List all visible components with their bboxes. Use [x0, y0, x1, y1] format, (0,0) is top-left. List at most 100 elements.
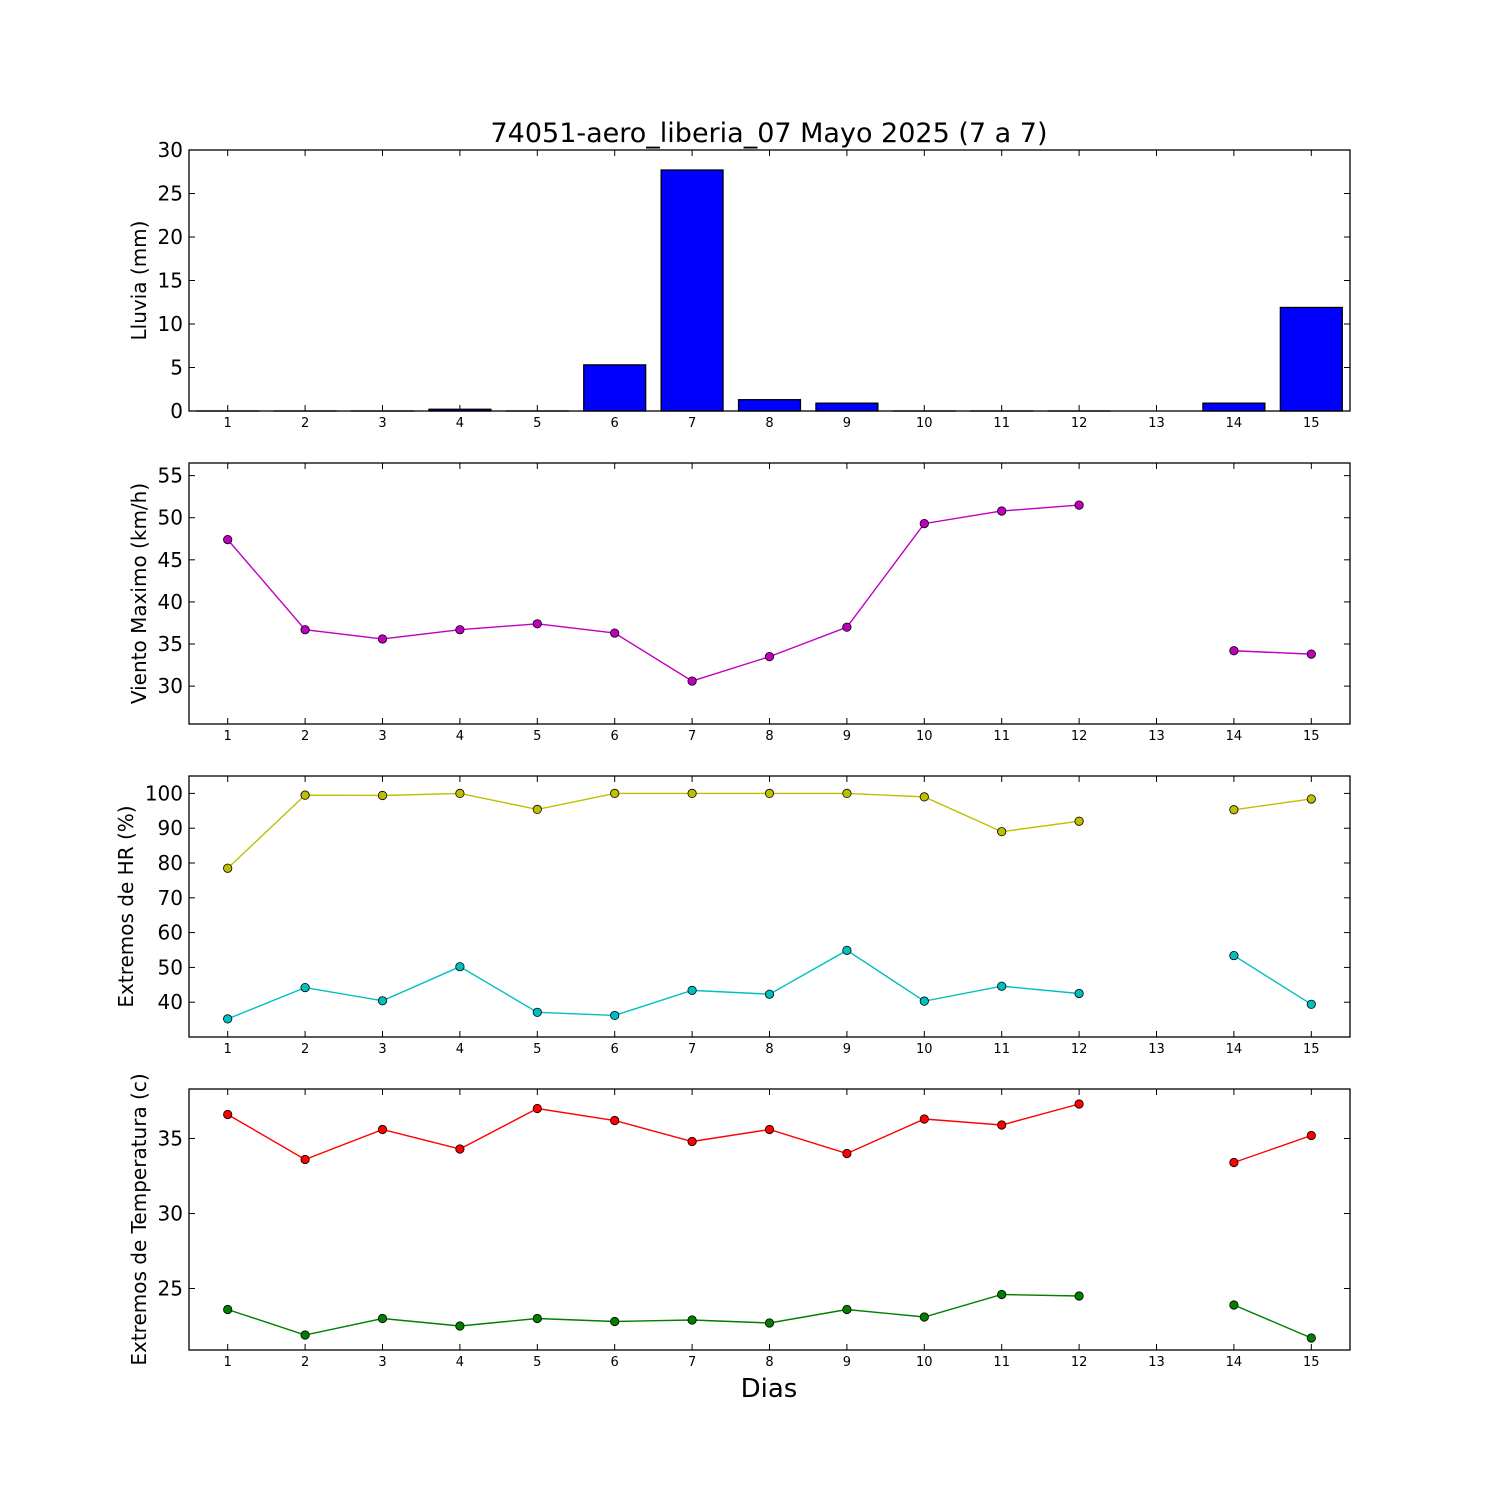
data-point	[300, 982, 310, 993]
data-point	[842, 1148, 852, 1159]
x-tick-label: 11	[993, 1042, 1010, 1057]
x-tick-label: 3	[378, 729, 386, 744]
x-tick-label: 1	[224, 1042, 232, 1057]
data-point	[687, 788, 697, 799]
data-point	[223, 535, 233, 545]
x-tick-label: 3	[378, 416, 386, 431]
x-tick-label: 4	[456, 416, 464, 431]
data-point	[1229, 1300, 1239, 1310]
data-point	[610, 1115, 620, 1126]
data-point	[1306, 649, 1316, 659]
x-tick-label: 1	[224, 729, 232, 744]
x-tick-label: 15	[1303, 1355, 1320, 1370]
x-tick-label: 11	[993, 416, 1010, 431]
data-point	[1306, 1130, 1316, 1141]
y-tick-label: 25	[158, 182, 183, 206]
x-tick-label: 7	[688, 1355, 696, 1370]
y-tick-label: 45	[158, 548, 183, 572]
data-point	[842, 788, 852, 799]
y-tick-label: 30	[158, 674, 183, 698]
y-tick-label: 0	[170, 399, 183, 423]
data-point	[997, 1289, 1007, 1300]
data-point	[764, 652, 775, 662]
y-tick-label: 80	[158, 851, 183, 875]
data-point	[919, 519, 929, 529]
x-tick-label: 10	[916, 1355, 933, 1370]
x-tick-label: 14	[1226, 1042, 1243, 1057]
y-tick-label: 20	[158, 225, 183, 249]
bar	[737, 399, 802, 412]
data-point	[1306, 999, 1316, 1009]
series-line	[227, 1293, 1080, 1336]
x-tick-label: 11	[993, 729, 1010, 744]
data-point	[223, 1014, 233, 1024]
data-point	[223, 863, 233, 873]
data-point	[919, 1312, 929, 1322]
data-point	[764, 1124, 775, 1135]
series-line	[227, 949, 1080, 1020]
y-tick-label: 100	[145, 781, 183, 805]
x-tick-label: 10	[916, 729, 933, 744]
data-point	[1306, 1333, 1316, 1343]
y-tick-label: 35	[158, 1127, 183, 1151]
bar	[1279, 306, 1343, 412]
x-tick-label: 13	[1148, 416, 1165, 431]
x-tick-label: 5	[533, 1042, 541, 1057]
x-tick-label: 8	[765, 416, 773, 431]
bar	[1202, 402, 1266, 412]
axes-frame	[188, 1088, 1351, 1351]
data-point	[377, 790, 388, 801]
data-point	[1074, 1099, 1084, 1109]
y-tick-label: 55	[158, 464, 183, 488]
y-tick-label: 90	[158, 816, 183, 840]
series-line	[227, 792, 1080, 869]
data-point	[997, 1120, 1007, 1130]
x-tick-label: 13	[1148, 1042, 1165, 1057]
data-point	[764, 1318, 775, 1328]
series-line	[227, 1103, 1080, 1161]
x-tick-label: 7	[688, 729, 696, 744]
x-tick-label: 4	[456, 1355, 464, 1370]
data-point	[610, 1010, 620, 1021]
x-tick-label: 9	[843, 1355, 851, 1370]
data-point	[1229, 646, 1239, 656]
data-point	[377, 634, 388, 644]
chart-title: 74051-aero_liberia_07 Mayo 2025 (7 a 7)	[490, 118, 1047, 149]
x-tick-label: 6	[611, 729, 619, 744]
x-tick-label: 12	[1071, 729, 1088, 744]
series-line	[1233, 1304, 1312, 1339]
x-tick-label: 6	[611, 1355, 619, 1370]
x-axis-label: Dias	[741, 1374, 798, 1404]
x-tick-label: 1	[224, 1355, 232, 1370]
data-point	[377, 996, 388, 1006]
data-point	[377, 1124, 388, 1135]
x-tick-label: 12	[1071, 416, 1088, 431]
data-point	[300, 1154, 310, 1165]
data-point	[919, 1114, 929, 1124]
x-tick-label: 12	[1071, 1355, 1088, 1370]
x-tick-label: 10	[916, 1042, 933, 1057]
x-tick-label: 14	[1226, 729, 1243, 744]
data-point	[1074, 816, 1084, 826]
y-tick-label: 15	[158, 269, 183, 293]
y-tick-label: 40	[158, 990, 183, 1014]
data-point	[687, 676, 697, 686]
data-point	[532, 619, 542, 629]
data-point	[764, 989, 775, 999]
axes-frame	[188, 462, 1351, 725]
data-point	[223, 1304, 233, 1315]
data-point	[1229, 950, 1239, 961]
x-tick-label: 3	[378, 1355, 386, 1370]
data-point	[997, 981, 1007, 991]
data-point	[532, 1103, 542, 1114]
x-tick-label: 6	[611, 416, 619, 431]
series-line	[227, 504, 1080, 682]
x-tick-label: 15	[1303, 1042, 1320, 1057]
data-point	[532, 1313, 542, 1324]
axes-frame	[188, 149, 1351, 412]
x-tick-label: 4	[456, 729, 464, 744]
data-point	[300, 790, 310, 800]
